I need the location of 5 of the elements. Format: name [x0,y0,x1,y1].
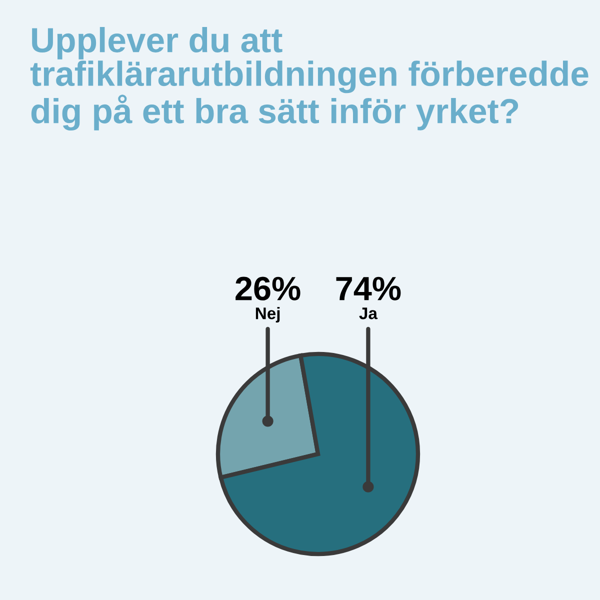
chart-title: Upplever du att trafiklärarutbildningen förberedde dig på ett bra sätt inför yrket? [30,27,588,130]
slice-label: Ja [359,308,378,320]
data-label: 26% [236,276,300,300]
data-label: 74% [336,276,401,300]
slice-label: Nej [256,307,280,323]
